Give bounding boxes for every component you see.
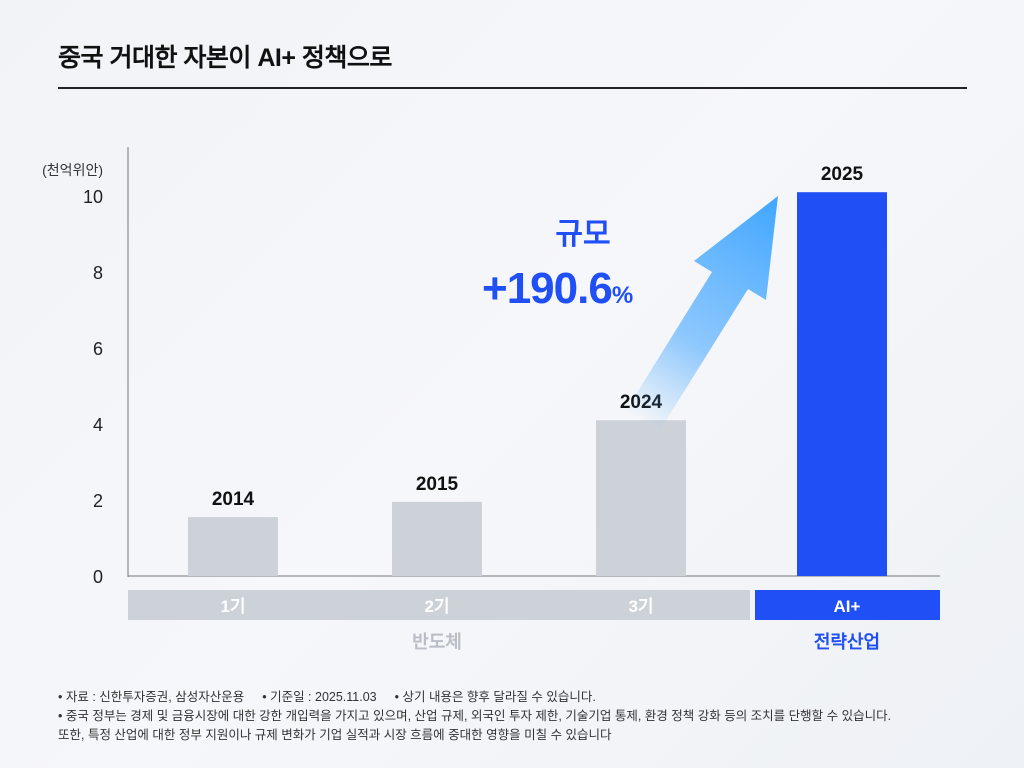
footnote-line-1: • 자료 : 신한투자증권, 삼성자산운용 • 기준일 : 2025.11.03 •…	[58, 688, 891, 707]
y-tick-label: 6	[93, 339, 103, 359]
bar-label: 2015	[416, 474, 459, 495]
bar-2025	[797, 192, 887, 576]
y-tick-label: 0	[93, 567, 103, 587]
title-divider	[58, 87, 967, 89]
y-axis-label: (천억위안)	[42, 162, 103, 178]
bar-2015	[392, 501, 482, 576]
footnotes: • 자료 : 신한투자증권, 삼성자산운용 • 기준일 : 2025.11.03 •…	[58, 688, 891, 745]
period-label: 3기	[628, 597, 653, 616]
footnote-line-2: • 중국 정부는 경제 및 금융시장에 대한 강한 개입력을 가지고 있으며, …	[58, 709, 892, 723]
period-label: AI+	[834, 597, 861, 616]
bar-2024	[596, 420, 686, 576]
footnote-source: • 자료 : 신한투자증권, 삼성자산운용	[58, 690, 245, 704]
bar-2014	[188, 517, 278, 576]
y-tick-label: 2	[93, 491, 103, 511]
footnote-date: • 기준일 : 2025.11.03	[262, 690, 377, 704]
annotation-unit: %	[612, 282, 633, 309]
period-label: 2기	[424, 597, 449, 616]
period-band-semiconductor	[128, 590, 750, 620]
period-band-strategic	[755, 590, 940, 620]
group-label: 전략산업	[814, 632, 880, 652]
annotation-number: +190.6	[482, 264, 612, 313]
footnote-line-3: 또한, 특정 산업에 대한 정부 지원이나 규제 변화가 기업 실적과 시장 흐…	[58, 728, 612, 742]
footnote-disclaimer: • 상기 내용은 향후 달라질 수 있습니다.	[394, 690, 596, 704]
bar-label: 2025	[821, 164, 864, 185]
page-title: 중국 거대한 자본이 AI+ 정책으로	[58, 44, 392, 72]
y-tick-label: 4	[93, 415, 103, 435]
bar-label: 2014	[212, 489, 255, 510]
group-label: 반도체	[412, 632, 462, 652]
growth-arrow	[625, 196, 778, 430]
y-tick-label: 8	[93, 263, 103, 283]
annotation-value: +190.6%	[482, 264, 633, 313]
annotation-label: 규모	[555, 218, 610, 251]
y-tick-label: 10	[83, 187, 103, 207]
period-label: 1기	[220, 597, 245, 616]
